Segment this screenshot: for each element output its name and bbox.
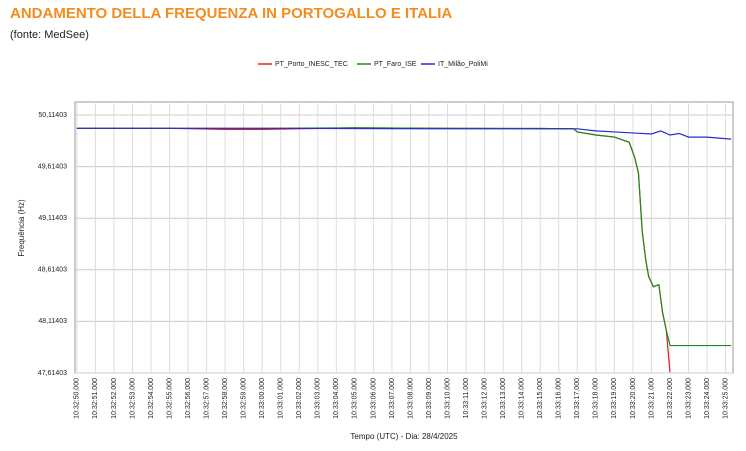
x-tick-label: 10:33:17.000: [574, 378, 581, 419]
x-tick-label: 10:33:04.000: [333, 378, 340, 419]
y-tick-label: 50,11403: [38, 112, 67, 119]
x-tick-label: 10:32:59.000: [241, 378, 248, 419]
x-tick-label: 10:33:22.000: [667, 378, 674, 419]
x-tick-label: 10:32:51.000: [92, 378, 99, 419]
x-tick-label: 10:32:52.000: [111, 378, 118, 419]
x-tick-label: 10:33:13.000: [500, 378, 507, 419]
y-axis-label: Frequência (Hz): [17, 199, 26, 257]
x-tick-label: 10:33:09.000: [426, 378, 433, 419]
x-tick-label: 10:33:02.000: [296, 378, 303, 419]
x-tick-label: 10:32:58.000: [222, 378, 229, 419]
x-tick-label: 10:33:12.000: [481, 378, 488, 419]
x-tick-label: 10:33:20.000: [630, 378, 637, 419]
x-tick-label: 10:32:50.000: [74, 378, 81, 419]
x-tick-label: 10:32:56.000: [185, 378, 192, 419]
plot-area: [74, 101, 734, 374]
data-line: [76, 127, 732, 140]
x-tick-label: 10:33:10.000: [444, 378, 451, 419]
x-tick-label: 10:33:18.000: [593, 378, 600, 419]
legend-label: PT_Porto_INESC_TEC: [275, 61, 348, 68]
legend-label: PT_Faro_ISE: [374, 61, 417, 68]
x-tick-label: 10:33:01.000: [278, 378, 285, 419]
x-tick-label: 10:33:08.000: [407, 378, 414, 419]
x-tick-label: 10:33:16.000: [556, 378, 563, 419]
data-line: [76, 127, 732, 347]
x-tick-label: 10:33:00.000: [259, 378, 266, 419]
y-tick-label: 49,61403: [38, 163, 67, 170]
x-tick-label: 10:32:53.000: [129, 378, 136, 419]
x-tick-label: 10:33:19.000: [611, 378, 618, 419]
chart-subtitle: (fonte: MedSee): [10, 29, 89, 41]
x-tick-label: 10:32:54.000: [148, 378, 155, 419]
x-tick-label: 10:32:57.000: [203, 378, 210, 419]
chart-title: ANDAMENTO DELLA FREQUENZA IN PORTOGALLO …: [10, 5, 452, 22]
x-tick-label: 10:33:25.000: [722, 378, 729, 419]
x-tick-label: 10:33:03.000: [315, 378, 322, 419]
x-tick-label: 10:32:55.000: [166, 378, 173, 419]
x-tick-label: 10:33:24.000: [704, 378, 711, 419]
y-tick-label: 48,61403: [38, 267, 67, 274]
x-tick-label: 10:33:05.000: [352, 378, 359, 419]
x-tick-label: 10:33:15.000: [537, 378, 544, 419]
x-tick-label: 10:33:11.000: [463, 378, 470, 418]
y-tick-label: 48,11403: [38, 318, 67, 325]
x-tick-label: 10:33:14.000: [519, 378, 526, 419]
x-tick-label: 10:33:23.000: [685, 378, 692, 419]
legend-label: IT_Milão_PoliMi: [438, 61, 488, 68]
x-tick-label: 10:33:21.000: [648, 378, 655, 419]
y-tick-label: 47,61403: [38, 370, 67, 377]
y-tick-label: 49,11403: [38, 215, 67, 222]
x-tick-label: 10:33:06.000: [370, 378, 377, 419]
x-axis-label: Tempo (UTC) - Dia: 28/4/2025: [350, 432, 458, 441]
x-tick-label: 10:33:07.000: [389, 378, 396, 419]
